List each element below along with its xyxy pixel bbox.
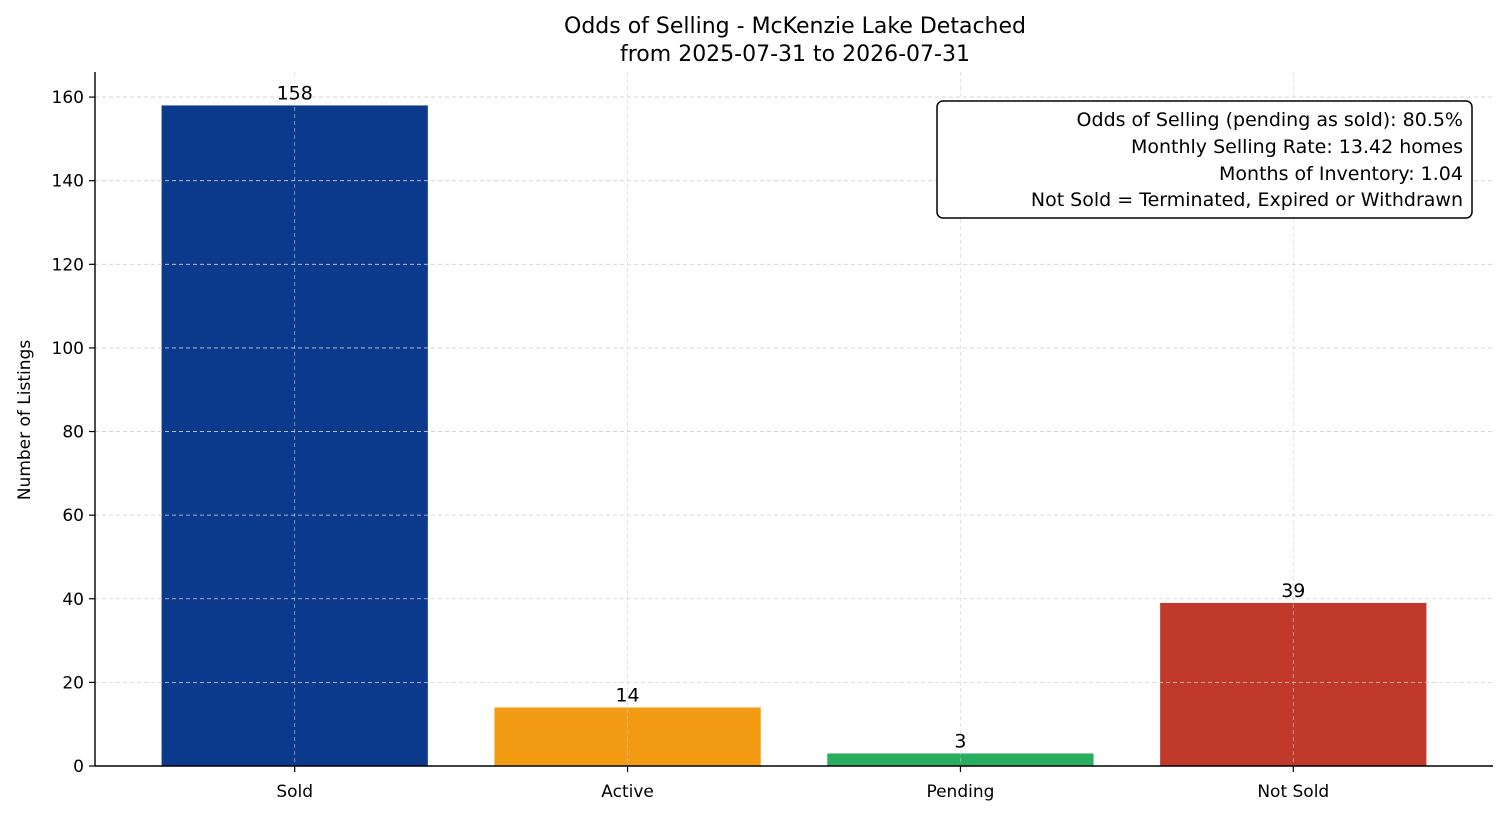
data-label-group: 158 14 3 39 [277, 82, 1306, 752]
axes [89, 72, 1493, 772]
y-tick-labels: 0 20 40 60 80 100 120 140 160 [52, 88, 84, 777]
y-tick-label: 20 [62, 673, 84, 693]
y-tick-label: 120 [52, 255, 84, 275]
x-tick-label: Not Sold [1257, 782, 1329, 802]
annotation-not-sold-definition: Not Sold = Terminated, Expired or Withdr… [1031, 189, 1463, 211]
annotation-box: Odds of Selling (pending as sold): 80.5%… [936, 100, 1473, 219]
y-tick-label: 80 [62, 423, 84, 443]
chart-title-line-2: from 2025-07-31 to 2026-07-31 [620, 42, 970, 67]
y-tick-label: 40 [62, 590, 84, 610]
y-tick-label: 60 [62, 506, 84, 526]
bar-sold [161, 105, 428, 766]
data-label: 3 [954, 730, 966, 752]
chart-title-line-1: Odds of Selling - McKenzie Lake Detached [564, 14, 1026, 39]
annotation-months-inventory: Months of Inventory: 1.04 [1219, 163, 1463, 185]
x-tick-labels: Sold Active Pending Not Sold [276, 782, 1329, 802]
x-tick-label: Active [601, 782, 654, 802]
annotation-frame [936, 100, 1473, 219]
y-tick-label: 100 [52, 339, 84, 359]
data-label: 39 [1281, 580, 1305, 602]
data-label: 14 [615, 684, 639, 706]
annotation-selling-rate: Monthly Selling Rate: 13.42 homes [1131, 136, 1463, 158]
x-tick-label: Sold [276, 782, 313, 802]
y-tick-label: 160 [52, 88, 84, 108]
data-label: 158 [277, 82, 313, 104]
y-tick-label: 0 [73, 757, 84, 777]
y-tick-label: 140 [52, 172, 84, 192]
annotation-odds: Odds of Selling (pending as sold): 80.5% [1077, 109, 1463, 131]
x-tick-label: Pending [926, 782, 994, 802]
y-axis-label: Number of Listings [15, 340, 35, 500]
